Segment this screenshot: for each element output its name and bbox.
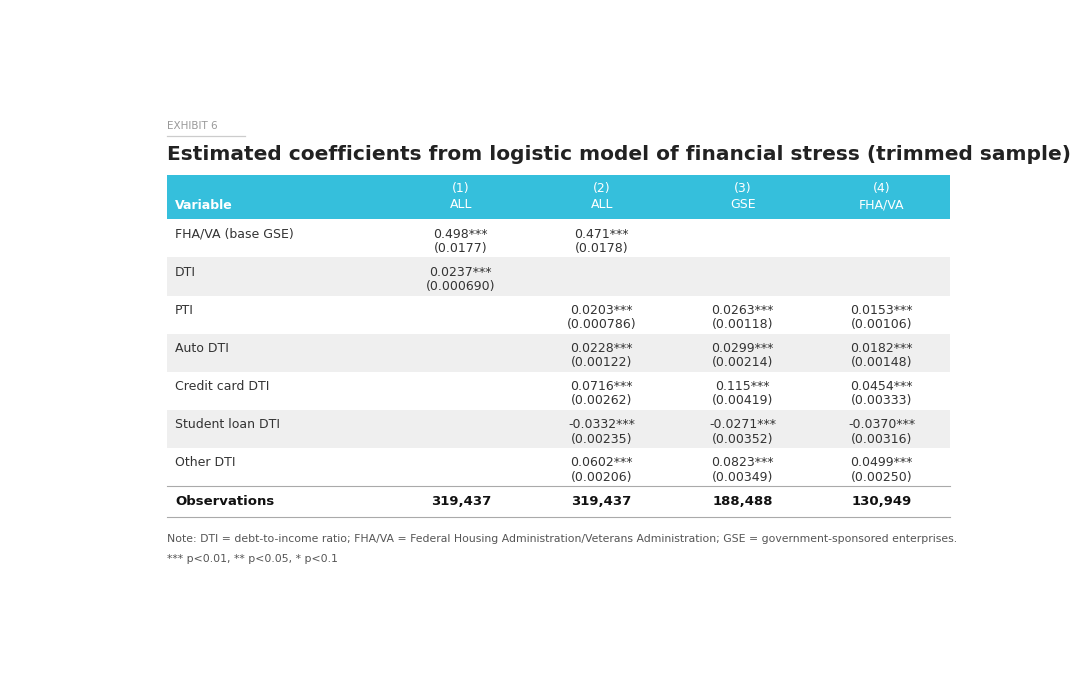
Text: -0.0332***: -0.0332*** [568,418,635,431]
Text: -0.0271***: -0.0271*** [710,418,776,431]
Bar [167,334,950,372]
Text: 0.0299***: 0.0299*** [712,342,774,355]
Text: 319,437: 319,437 [431,495,490,508]
Text: (0.00118): (0.00118) [712,318,773,332]
Text: 0.498***: 0.498*** [434,228,488,241]
Text: 0.0716***: 0.0716*** [570,380,633,393]
Bar [167,410,950,448]
Text: 188,488: 188,488 [713,495,773,508]
Text: (0.00262): (0.00262) [571,394,632,408]
Text: Student loan DTI: Student loan DTI [175,418,280,431]
Text: 0.0182***: 0.0182*** [850,342,912,355]
Text: (1): (1) [452,182,470,195]
Bar [167,174,950,219]
Bar [167,448,950,486]
Text: (4): (4) [873,182,891,195]
Text: 0.0602***: 0.0602*** [570,456,633,470]
Text: ALL: ALL [591,198,613,211]
Text: 0.0263***: 0.0263*** [712,304,774,317]
Text: 0.0203***: 0.0203*** [570,304,633,317]
Text: (0.00206): (0.00206) [571,470,632,484]
Text: (0.00214): (0.00214) [712,357,773,369]
Text: (0.00349): (0.00349) [712,470,773,484]
Text: ALL: ALL [449,198,472,211]
Text: -0.0370***: -0.0370*** [848,418,916,431]
Text: 0.0454***: 0.0454*** [850,380,912,393]
Bar [167,295,950,334]
Text: 0.471***: 0.471*** [574,228,629,241]
Text: (0.00316): (0.00316) [851,433,912,445]
Text: Estimated coefficients from logistic model of financial stress (trimmed sample): Estimated coefficients from logistic mod… [167,145,1071,164]
Text: (3): (3) [734,182,751,195]
Text: DTI: DTI [175,266,196,279]
Text: Credit card DTI: Credit card DTI [175,380,269,393]
Text: *** p<0.01, ** p<0.05, * p<0.1: *** p<0.01, ** p<0.05, * p<0.1 [167,554,338,564]
Text: FHA/VA (base GSE): FHA/VA (base GSE) [175,228,293,241]
Text: (0.00352): (0.00352) [712,433,773,445]
Text: Auto DTI: Auto DTI [175,342,229,355]
Text: (0.000786): (0.000786) [567,318,637,332]
Text: PTI: PTI [175,304,194,317]
Text: FHA/VA: FHA/VA [859,198,905,211]
Bar [167,372,950,410]
Text: (0.0178): (0.0178) [574,242,629,255]
Text: 0.0228***: 0.0228*** [570,342,633,355]
Text: 0.0499***: 0.0499*** [850,456,912,470]
Text: EXHIBIT 6: EXHIBIT 6 [167,121,218,131]
Text: 0.115***: 0.115*** [715,380,770,393]
Text: (0.00235): (0.00235) [571,433,632,445]
Text: (0.00419): (0.00419) [712,394,773,408]
Text: GSE: GSE [730,198,755,211]
Text: 0.0237***: 0.0237*** [429,266,492,279]
Text: Observations: Observations [175,495,275,508]
Text: 0.0823***: 0.0823*** [712,456,774,470]
Text: (0.00106): (0.00106) [851,318,912,332]
Bar [167,258,950,295]
Bar [167,486,950,517]
Bar [167,219,950,258]
Text: Note: DTI = debt-to-income ratio; FHA/VA = Federal Housing Administration/Vetera: Note: DTI = debt-to-income ratio; FHA/VA… [167,534,957,544]
Text: 319,437: 319,437 [571,495,632,508]
Text: (0.000690): (0.000690) [426,280,496,293]
Text: Variable: Variable [175,198,233,211]
Text: (0.00148): (0.00148) [851,357,912,369]
Text: (0.0177): (0.0177) [434,242,487,255]
Text: 0.0153***: 0.0153*** [850,304,912,317]
Text: (0.00250): (0.00250) [850,470,912,484]
Text: 130,949: 130,949 [851,495,911,508]
Text: (0.00122): (0.00122) [571,357,632,369]
Text: (2): (2) [593,182,610,195]
Text: Other DTI: Other DTI [175,456,235,470]
Text: (0.00333): (0.00333) [851,394,912,408]
